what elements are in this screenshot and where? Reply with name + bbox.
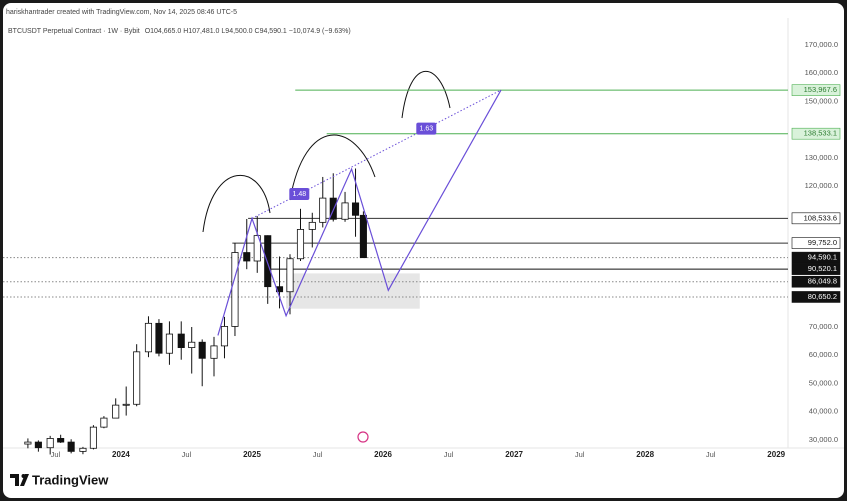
x-tick-label: Jul [444, 450, 454, 459]
x-tick-label: 2026 [374, 450, 392, 459]
icon [357, 431, 369, 443]
candle-body [165, 333, 173, 354]
price-label-box [791, 237, 841, 249]
price-label: 86,049.8 [808, 277, 837, 286]
ohlc: O104,665.0 [145, 28, 182, 35]
y-tick-label: 40,000.0 [809, 407, 838, 416]
price-label-box [791, 212, 841, 225]
price-label-box [791, 275, 841, 288]
candle-body [57, 438, 65, 443]
candle-body [359, 214, 367, 259]
candle-body [210, 345, 218, 359]
y-tick-label: 150,000.0 [805, 96, 838, 105]
y-tick-label: 130,000.0 [805, 153, 838, 162]
ratio-label: 1.63 [419, 125, 433, 132]
plot-layer [3, 89, 788, 455]
candle-body [24, 441, 32, 445]
price-label-box [791, 127, 841, 140]
candle-body [133, 351, 141, 405]
x-tick-label: Jul [706, 450, 716, 459]
y-tick-label: 160,000.0 [805, 68, 838, 77]
ohlc: H107,481.0 [183, 28, 219, 35]
y-tick-label: 120,000.0 [805, 181, 838, 190]
candle-body [253, 235, 261, 262]
candle-body [319, 197, 327, 223]
candle-body [308, 221, 316, 230]
candle-body [177, 333, 185, 348]
candle-body [112, 404, 120, 419]
candle-body [351, 202, 360, 216]
candle-body [144, 322, 153, 353]
candle-body [341, 202, 349, 220]
symbol: BTCUSDT Perpetual Contract · 1W · Bybit [8, 28, 140, 35]
candle-body [155, 322, 163, 354]
candle-body [231, 252, 239, 327]
logo-dot [21, 474, 26, 478]
price-label: 90,520.1 [808, 264, 837, 273]
projection-line [217, 89, 502, 336]
candle-body [296, 229, 305, 260]
price-label: 153,967.6 [804, 85, 837, 94]
legend-line: BTCUSDT Perpetual Contract · 1W · Bybit … [8, 28, 351, 35]
x-tick-label: Jul [575, 450, 585, 459]
price-label: 94,590.1 [808, 253, 837, 262]
candle-body [220, 326, 229, 347]
candle-body [198, 341, 206, 359]
panel [3, 3, 844, 498]
zone [286, 273, 420, 309]
credit: hariskhantrader created with TradingView… [6, 9, 237, 16]
candle-body [188, 341, 196, 348]
candle-body [100, 417, 108, 428]
ratio-label: 1.48 [292, 191, 306, 198]
x-tick-label: 2025 [243, 450, 261, 459]
candle-body [89, 426, 97, 449]
ratio-box [416, 122, 437, 135]
candle-body [34, 441, 42, 449]
x-tick-label: 2024 [112, 450, 130, 459]
ohlc: C94,590.1 [255, 28, 287, 35]
arcs [202, 70, 451, 233]
y-tick-label: 50,000.0 [809, 378, 838, 387]
ohlc: L94,500.0 [221, 28, 252, 35]
price-label-box [791, 84, 841, 96]
x-tick-label: 2028 [636, 450, 654, 459]
price-label: 99,752.0 [808, 238, 837, 247]
arc [289, 134, 376, 201]
price-label: 108,533.6 [804, 213, 837, 222]
candle-body [264, 235, 272, 288]
brand: TradingView [32, 472, 109, 487]
ohlc: −10,074.9 (−9.63%) [289, 28, 351, 35]
x-tick-label: Jul [51, 450, 61, 459]
ratio-box [289, 188, 310, 201]
arc [202, 175, 271, 233]
price-label-box [791, 291, 841, 303]
price-label: 138,533.1 [804, 129, 837, 138]
arc [401, 70, 451, 119]
candle-body [79, 447, 87, 452]
x-tick-label: 2027 [505, 450, 523, 459]
y-tick-label: 30,000.0 [809, 435, 838, 444]
y-tick-label: 60,000.0 [809, 350, 838, 359]
x-tick-label: Jul [182, 450, 192, 459]
y-tick-label: 70,000.0 [809, 322, 838, 331]
x-tick-label: 2029 [767, 450, 785, 459]
price-label: 80,650.2 [808, 292, 837, 301]
x-tick-label: Jul [313, 450, 323, 459]
price-label-box [791, 263, 841, 275]
candle-body [286, 258, 294, 293]
candle-body [243, 252, 251, 262]
candle-body [46, 438, 54, 449]
y-tick-label: 170,000.0 [805, 40, 838, 49]
candle-body [122, 403, 130, 406]
brand-logo: TradingView [10, 472, 109, 487]
candle-body [67, 441, 75, 452]
